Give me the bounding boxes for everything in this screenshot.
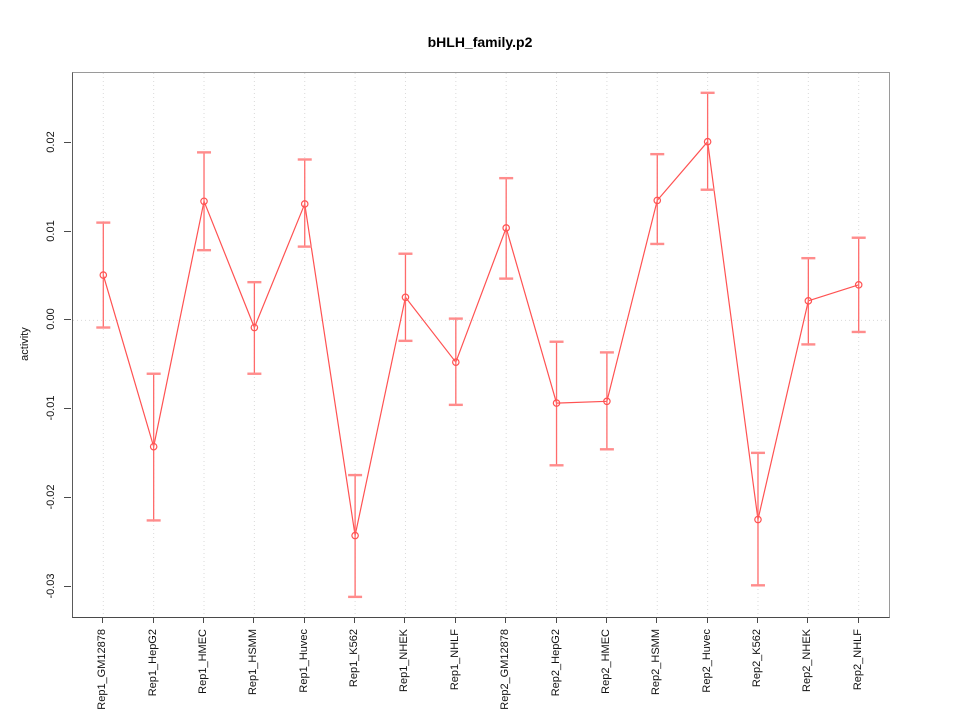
chart-title: bHLH_family.p2 <box>427 34 533 50</box>
x-tick-label: Rep2_Huvec <box>700 629 713 693</box>
plot-canvas <box>73 73 889 617</box>
x-tick-mark <box>354 617 356 623</box>
x-tick-label: Rep1_NHLF <box>448 629 461 691</box>
x-tick-mark <box>505 617 507 623</box>
data-point <box>300 200 309 208</box>
y-axis-title: activity <box>19 327 31 361</box>
data-point <box>401 293 410 302</box>
data-point <box>754 515 762 524</box>
data-point <box>99 271 108 279</box>
y-tick-mark <box>64 586 71 588</box>
x-tick-label: Rep1_HepG2 <box>146 629 159 697</box>
data-point <box>149 442 158 451</box>
y-tick-label: -0.02 <box>45 484 57 510</box>
x-tick-label: Rep2_GM12878 <box>499 629 512 710</box>
y-tick-label: 0.01 <box>45 219 57 242</box>
x-tick-label: Rep2_NHLF <box>851 629 864 691</box>
y-tick-label: 0.00 <box>45 308 57 331</box>
x-tick-label: Rep2_HepG2 <box>549 629 562 697</box>
x-tick-label: Rep2_HMEC <box>599 629 612 694</box>
x-tick-mark <box>253 617 255 623</box>
x-tick-mark <box>706 617 708 623</box>
x-tick-label: Rep1_HMEC <box>197 629 210 694</box>
data-point <box>250 323 259 332</box>
x-tick-mark <box>555 617 557 623</box>
data-point <box>854 281 863 289</box>
x-tick-label: Rep1_NHEK <box>398 629 411 692</box>
plot-area <box>72 72 890 618</box>
y-tick-mark <box>64 319 71 321</box>
data-point <box>804 297 813 305</box>
y-tick-mark <box>64 141 71 143</box>
x-tick-mark <box>303 617 305 623</box>
x-tick-mark <box>656 617 658 623</box>
x-tick-label: Rep2_NHEK <box>801 629 814 692</box>
data-point <box>452 358 460 366</box>
data-point <box>603 397 611 406</box>
x-tick-mark <box>454 617 456 623</box>
data-point <box>502 224 510 232</box>
x-tick-label: Rep1_Huvec <box>297 629 310 693</box>
x-tick-mark <box>102 617 104 623</box>
x-tick-mark <box>605 617 607 623</box>
x-tick-label: Rep1_K562 <box>348 629 361 688</box>
y-tick-mark <box>64 230 71 232</box>
y-tick-mark <box>64 408 71 410</box>
x-tick-label: Rep1_GM12878 <box>96 629 109 710</box>
data-point <box>653 196 662 205</box>
x-tick-label: Rep2_HSMM <box>650 629 663 696</box>
series-line <box>102 140 859 536</box>
y-tick-label: 0.02 <box>45 130 57 153</box>
x-tick-mark <box>807 617 809 623</box>
y-tick-mark <box>64 497 71 499</box>
data-point <box>552 399 561 407</box>
y-tick-label: -0.01 <box>45 395 57 421</box>
x-tick-label: Rep1_HSMM <box>247 629 260 696</box>
x-tick-mark <box>404 617 406 623</box>
x-tick-label: Rep2_K562 <box>750 629 763 688</box>
x-tick-mark <box>857 617 859 623</box>
data-point <box>351 531 359 540</box>
x-tick-mark <box>756 617 758 623</box>
x-tick-mark <box>152 617 154 623</box>
data-point <box>703 137 712 146</box>
data-point <box>200 197 208 206</box>
x-tick-mark <box>203 617 205 623</box>
y-tick-label: -0.03 <box>45 573 57 599</box>
